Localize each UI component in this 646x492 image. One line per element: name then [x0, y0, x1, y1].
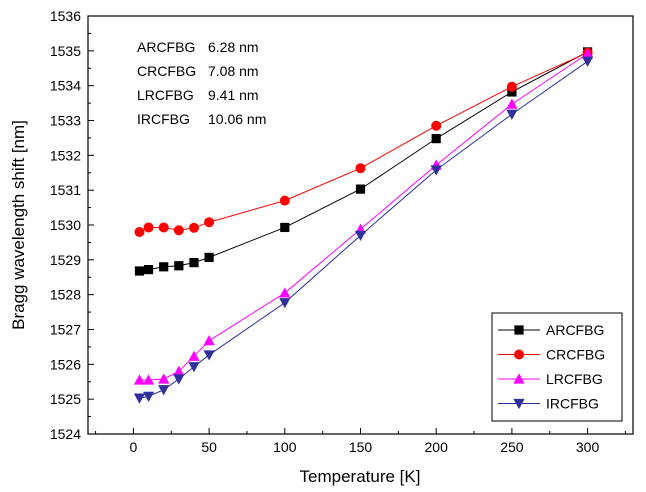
- data-point-ircfbg: [581, 56, 594, 67]
- data-point-crcfbg: [431, 120, 442, 131]
- y-tick-label: 1524: [50, 426, 81, 442]
- data-point-ircfbg: [173, 374, 185, 385]
- y-tick-label: 1536: [50, 8, 81, 24]
- data-point-crcfbg: [279, 195, 290, 206]
- y-tick-label: 1528: [50, 287, 81, 303]
- y-tick-label: 1534: [50, 78, 81, 94]
- data-point-ircfbg: [354, 230, 367, 242]
- data-point-arcfbg: [174, 261, 184, 271]
- series-line-crcfbg: [139, 52, 588, 233]
- data-point-lrcfbg: [188, 350, 200, 361]
- data-point-lrcfbg: [133, 374, 146, 385]
- data-point-ircfbg: [158, 385, 170, 396]
- series-ircfbg: [133, 56, 594, 404]
- data-point-arcfbg: [280, 222, 290, 233]
- data-point-arcfbg: [189, 258, 199, 268]
- y-tick-label: 1533: [50, 113, 81, 129]
- y-tick-label: 1530: [50, 217, 81, 233]
- data-series: [133, 47, 594, 404]
- y-tick-label: 1526: [50, 356, 81, 372]
- annotation-value: 7.08 nm: [208, 63, 259, 79]
- legend-marker-crcfbg: [514, 349, 524, 360]
- legend-label-ircfbg: IRCFBG: [546, 396, 599, 412]
- data-point-crcfbg: [158, 222, 169, 233]
- x-tick-label: 250: [500, 439, 524, 455]
- data-point-ircfbg: [430, 165, 442, 176]
- legend-label-lrcfbg: LRCFBG: [546, 371, 603, 387]
- y-tick-label: 1531: [50, 182, 81, 198]
- data-point-lrcfbg: [142, 374, 155, 385]
- data-point-arcfbg: [431, 134, 441, 144]
- x-tick-label: 200: [425, 439, 449, 455]
- data-point-arcfbg: [159, 262, 169, 272]
- data-point-lrcfbg: [279, 287, 291, 298]
- data-point-ircfbg: [142, 391, 155, 402]
- legend-marker-arcfbg: [514, 325, 524, 335]
- annotation-label: IRCFBG: [137, 111, 190, 127]
- x-tick-label: 300: [576, 439, 600, 455]
- legend-label-arcfbg: ARCFBG: [546, 322, 604, 338]
- data-point-arcfbg: [355, 184, 366, 194]
- data-point-ircfbg: [133, 393, 146, 404]
- series-line-arcfbg: [139, 51, 588, 272]
- x-tick-label: 0: [130, 439, 138, 455]
- data-point-crcfbg: [204, 217, 215, 228]
- data-point-crcfbg: [188, 222, 199, 233]
- y-axis-ticks: 1524 1525 1526 1527 1528 1529 1530 1531 1532 1533…: [50, 8, 94, 442]
- series-lrcfbg: [133, 48, 594, 385]
- x-axis-title: Temperature [K]: [300, 467, 421, 486]
- data-point-arcfbg: [507, 87, 517, 97]
- data-point-ircfbg: [188, 362, 200, 373]
- data-point-crcfbg: [355, 163, 366, 174]
- series-crcfbg: [134, 47, 593, 237]
- x-axis-ticks: 0 50 100 150 200 250 300: [95, 428, 626, 455]
- data-point-crcfbg: [134, 226, 145, 237]
- y-tick-label: 1532: [50, 147, 81, 163]
- y-tick-label: 1527: [50, 322, 81, 338]
- data-point-ircfbg: [203, 350, 215, 361]
- x-tick-label: 150: [349, 439, 373, 455]
- data-point-lrcfbg: [203, 335, 215, 346]
- annotation-value: 10.06 nm: [208, 111, 266, 127]
- annotation-label: ARCFBG: [137, 39, 195, 55]
- data-point-lrcfbg: [158, 373, 170, 384]
- annotation-value: 9.41 nm: [208, 87, 259, 103]
- data-point-crcfbg: [173, 225, 184, 236]
- x-tick-label: 50: [201, 439, 217, 455]
- y-axis-title: Bragg wavelength shift [nm]: [9, 120, 28, 330]
- annotation-label: CRCFBG: [137, 63, 196, 79]
- data-point-crcfbg: [506, 81, 517, 92]
- annotation-value: 6.28 nm: [208, 39, 259, 55]
- data-point-ircfbg: [506, 109, 518, 120]
- y-tick-label: 1535: [50, 43, 81, 59]
- y-tick-label: 1529: [50, 252, 81, 268]
- data-point-arcfbg: [204, 252, 214, 262]
- annotation-label: LRCFBG: [137, 87, 194, 103]
- legend-label-crcfbg: CRCFBG: [546, 347, 605, 363]
- x-tick-label: 100: [273, 439, 297, 455]
- data-point-lrcfbg: [581, 48, 594, 59]
- data-point-arcfbg: [143, 264, 154, 275]
- data-point-crcfbg: [143, 222, 154, 233]
- data-point-lrcfbg: [173, 365, 185, 376]
- data-point-arcfbg: [134, 266, 145, 276]
- legend-marker-lrcfbg: [513, 373, 525, 384]
- legend: ARCFBG CRCFBG LRCFBG IRCFBG: [491, 312, 623, 422]
- y-tick-label: 1525: [50, 391, 81, 407]
- data-point-ircfbg: [279, 298, 291, 309]
- legend-marker-ircfbg: [513, 398, 525, 410]
- bandwidth-annotations: ARCFBG 6.28 nm CRCFBG 7.08 nm LRCFBG 9.41 nm I…: [137, 39, 266, 127]
- data-point-lrcfbg: [506, 98, 518, 109]
